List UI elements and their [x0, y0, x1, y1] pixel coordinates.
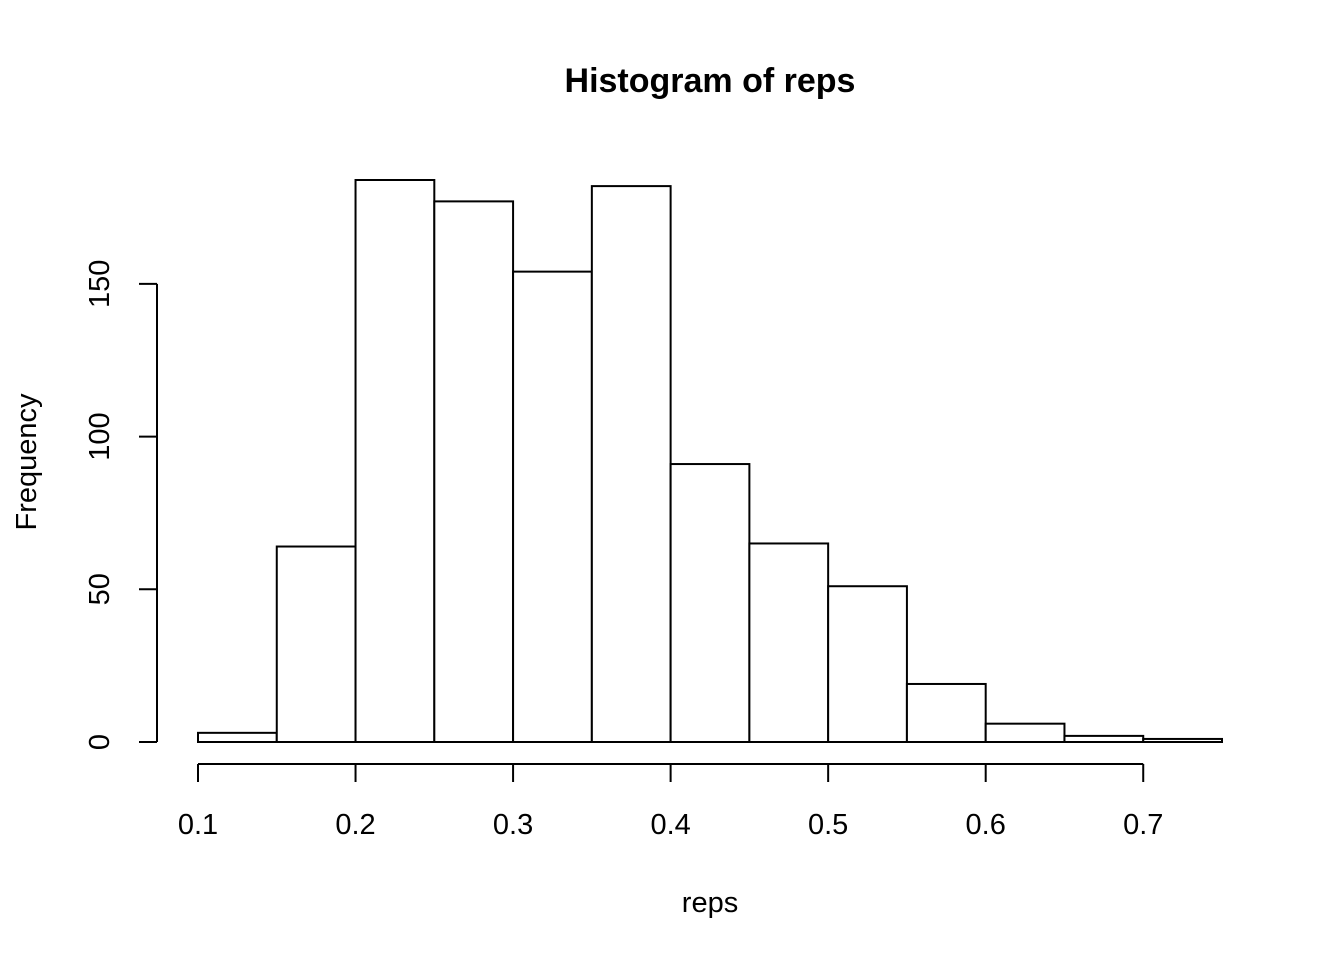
histogram-bar	[748, 542, 830, 744]
x-tick-label: 0.3	[493, 809, 533, 841]
histogram-bar	[590, 185, 672, 743]
histogram-bar	[984, 722, 1066, 743]
x-tick-label: 0.7	[1123, 809, 1163, 841]
y-tick-label: 50	[84, 573, 116, 605]
x-axis-label: reps	[682, 887, 738, 919]
x-tick-label: 0.5	[808, 809, 848, 841]
x-tick-label: 0.6	[966, 809, 1006, 841]
x-axis: 0.1 0.2 0.3 0.4 0.5 0.6 0.7	[178, 763, 1163, 841]
x-tick-label: 0.1	[178, 809, 218, 841]
y-axis: 0 50 100 150	[84, 260, 158, 750]
histogram-bar	[669, 463, 751, 743]
histogram-bar	[433, 200, 515, 743]
histogram-bar	[275, 545, 357, 743]
x-tick-label: 0.4	[650, 809, 690, 841]
y-tick-label: 150	[84, 260, 116, 308]
histogram-bar	[905, 682, 987, 744]
chart-title: Histogram of reps	[565, 62, 856, 100]
histogram-bar	[512, 270, 593, 743]
y-tick-label: 100	[84, 412, 116, 460]
histogram-bar	[1063, 734, 1145, 743]
y-axis-label: Frequency	[11, 393, 43, 531]
histogram-bars	[197, 179, 1223, 744]
histogram-bar	[354, 179, 436, 743]
histogram-bar	[197, 731, 278, 744]
x-tick-label: 0.2	[335, 809, 375, 841]
y-tick-label: 0	[84, 734, 116, 750]
histogram-bar	[1142, 737, 1223, 744]
histogram-bar	[827, 585, 908, 744]
